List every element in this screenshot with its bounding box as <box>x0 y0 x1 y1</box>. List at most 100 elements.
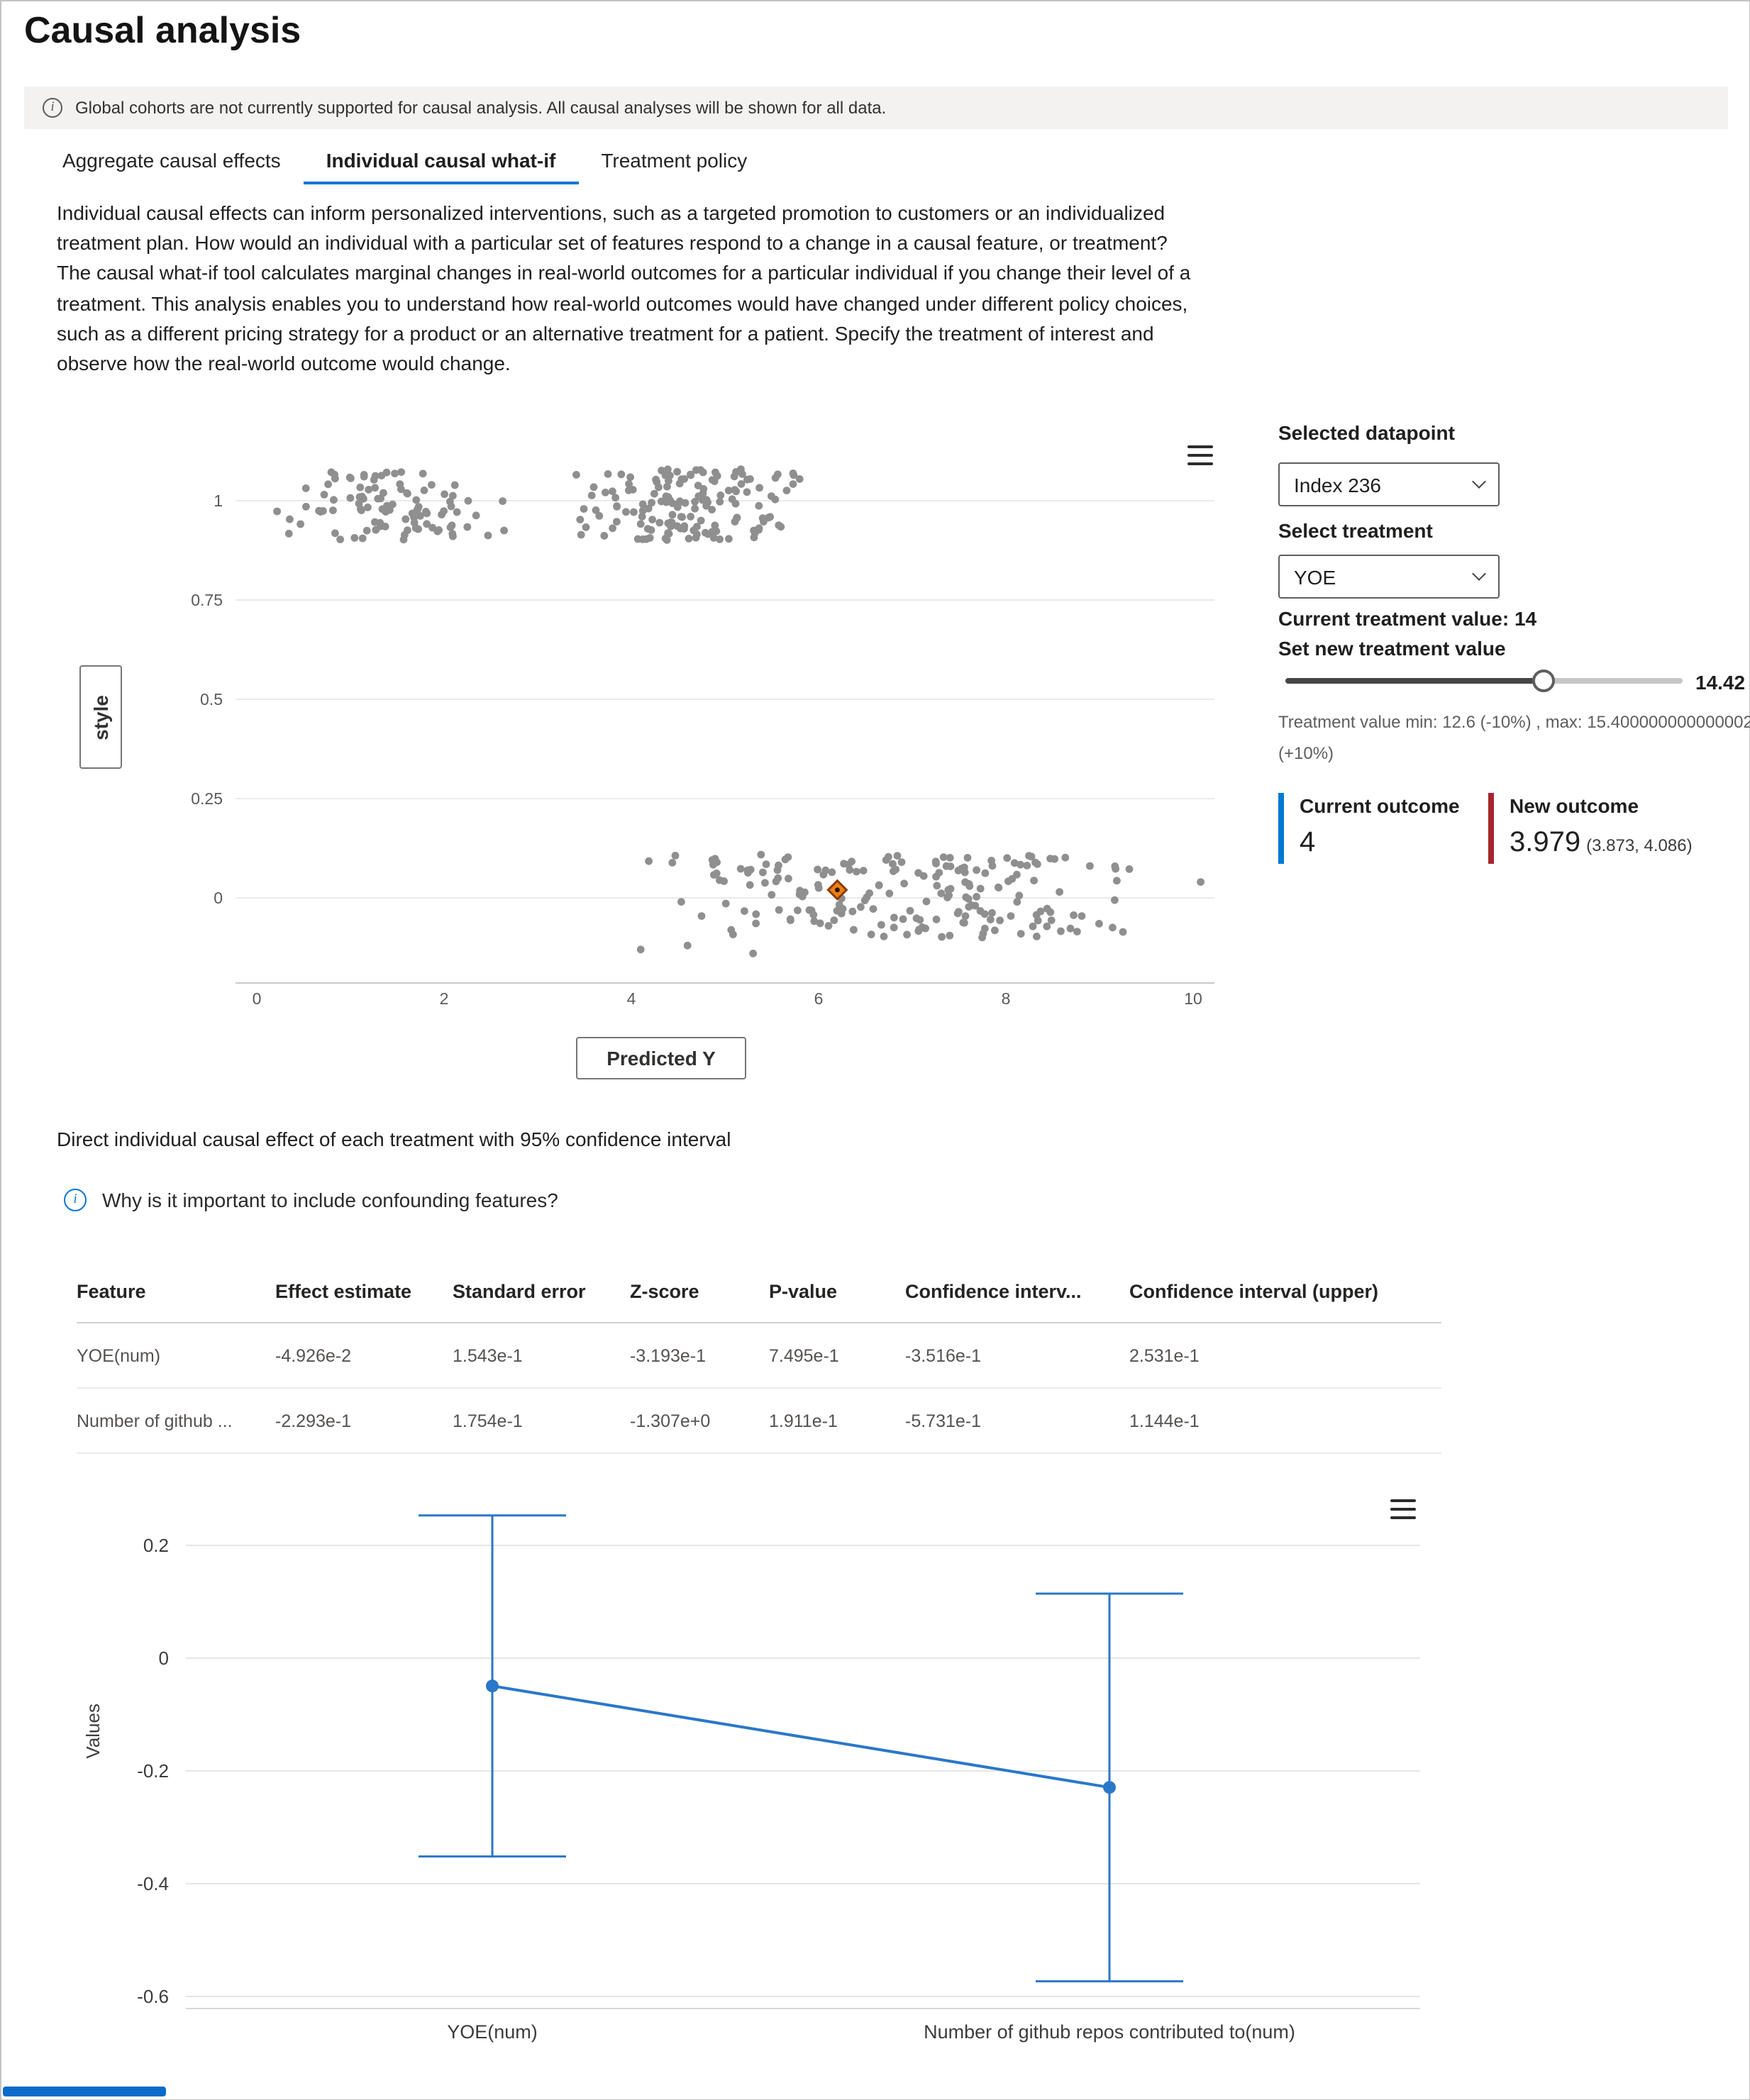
scatter-point[interactable] <box>358 492 366 501</box>
scatter-point[interactable] <box>729 930 737 938</box>
scatter-point[interactable] <box>743 488 751 496</box>
scatter-point[interactable] <box>663 482 671 491</box>
scatter-point[interactable] <box>897 858 906 866</box>
scatter-point[interactable] <box>725 535 733 543</box>
scatter-point[interactable] <box>697 912 706 920</box>
scatter-point[interactable] <box>1078 912 1086 920</box>
scatter-point[interactable] <box>786 915 794 923</box>
scatter-point[interactable] <box>721 899 730 908</box>
scatter-point[interactable] <box>1023 862 1031 870</box>
scatter-point[interactable] <box>759 868 767 877</box>
scatter-point[interactable] <box>422 508 430 516</box>
scatter-point[interactable] <box>916 916 924 924</box>
scatter-point[interactable] <box>1046 908 1055 916</box>
scatter-point[interactable] <box>1008 874 1017 883</box>
scatter-point[interactable] <box>655 518 664 527</box>
scatter-point[interactable] <box>687 470 694 479</box>
scatter-point[interactable] <box>816 919 824 928</box>
scatter-point[interactable] <box>728 495 736 504</box>
scatter-point[interactable] <box>915 926 923 933</box>
scatter-point[interactable] <box>633 535 642 543</box>
scatter-point[interactable] <box>1057 927 1065 935</box>
scatter-point[interactable] <box>414 505 421 513</box>
tab-individual-causal-what-if[interactable]: Individual causal what-if <box>303 142 579 184</box>
scatter-point[interactable] <box>976 884 985 893</box>
scatter-point[interactable] <box>746 881 754 889</box>
scatter-point[interactable] <box>724 487 733 494</box>
scatter-point[interactable] <box>773 866 782 874</box>
scatter-point[interactable] <box>630 508 638 516</box>
scatter-point[interactable] <box>419 470 427 478</box>
scatter-point[interactable] <box>1111 896 1119 904</box>
scatter-point[interactable] <box>771 495 780 504</box>
scatter-point[interactable] <box>749 950 757 957</box>
scatter-point[interactable] <box>973 866 980 874</box>
scatter-point[interactable] <box>875 881 883 889</box>
table-row[interactable]: Number of github ... -2.293e-1 1.754e-1 -1.… <box>77 1389 1441 1454</box>
scatter-point[interactable] <box>297 520 304 528</box>
scatter-point[interactable] <box>697 466 704 474</box>
scatter-point[interactable] <box>794 906 802 914</box>
scatter-point[interactable] <box>592 506 600 514</box>
scatter-point[interactable] <box>1086 862 1094 870</box>
scatter-point[interactable] <box>702 496 710 504</box>
scatter-point[interactable] <box>358 506 365 514</box>
scatter-point[interactable] <box>1056 888 1063 896</box>
scatter-point[interactable] <box>350 534 359 542</box>
scatter-point[interactable] <box>301 484 310 492</box>
scatter-point[interactable] <box>378 505 387 513</box>
effect-point[interactable] <box>486 1679 499 1693</box>
scatter-point[interactable] <box>960 918 968 927</box>
scatter-point[interactable] <box>582 523 590 531</box>
scatter-point[interactable] <box>1003 854 1012 862</box>
y-axis-label-button[interactable]: style <box>79 665 122 769</box>
scatter-point[interactable] <box>625 480 633 488</box>
scatter-point[interactable] <box>446 497 454 506</box>
scatter-point[interactable] <box>922 897 931 906</box>
scatter-point[interactable] <box>1025 852 1033 860</box>
scatter-point[interactable] <box>1046 855 1054 862</box>
scatter-point[interactable] <box>1033 933 1041 940</box>
scatter-point[interactable] <box>995 883 1002 891</box>
scatter-point[interactable] <box>401 515 410 523</box>
scatter-point[interactable] <box>626 473 634 482</box>
scatter-point[interactable] <box>604 470 612 478</box>
scatter-point[interactable] <box>716 491 725 499</box>
scatter-point[interactable] <box>273 507 281 516</box>
scatter-point[interactable] <box>327 468 336 477</box>
scatter-point[interactable] <box>945 891 953 899</box>
scatter-point[interactable] <box>690 526 698 535</box>
scatter-point[interactable] <box>331 529 339 538</box>
scatter-point[interactable] <box>744 869 752 877</box>
scatter-point[interactable] <box>420 487 428 494</box>
scatter-point[interactable] <box>790 471 798 479</box>
scatter-point[interactable] <box>996 916 1004 925</box>
effect-point[interactable] <box>1103 1781 1116 1794</box>
scatter-point[interactable] <box>449 491 457 500</box>
scatter-point[interactable] <box>652 475 660 484</box>
scatter-point[interactable] <box>796 887 804 895</box>
scatter-point[interactable] <box>673 522 682 530</box>
scatter-point[interactable] <box>830 916 838 924</box>
scatter-point[interactable] <box>755 501 763 510</box>
scatter-point[interactable] <box>694 492 703 500</box>
scatter-point[interactable] <box>650 489 658 498</box>
scatter-point[interactable] <box>397 468 405 476</box>
scatter-point[interactable] <box>1017 930 1025 938</box>
scatter-point[interactable] <box>869 905 877 913</box>
scatter-point[interactable] <box>609 524 616 533</box>
scatter-point[interactable] <box>371 484 379 492</box>
scatter-point[interactable] <box>356 483 365 491</box>
scatter-point[interactable] <box>946 854 954 862</box>
scatter-point[interactable] <box>589 483 598 491</box>
scatter-point[interactable] <box>939 853 948 861</box>
scatter-point[interactable] <box>423 520 431 528</box>
scatter-point[interactable] <box>663 536 671 544</box>
scatter-point[interactable] <box>987 916 995 923</box>
scatter-point[interactable] <box>372 526 380 534</box>
scatter-point[interactable] <box>857 903 865 911</box>
scatter-point[interactable] <box>364 504 372 511</box>
scatter-point[interactable] <box>760 518 768 526</box>
scatter-point[interactable] <box>798 892 807 901</box>
scatter-point[interactable] <box>890 913 898 922</box>
